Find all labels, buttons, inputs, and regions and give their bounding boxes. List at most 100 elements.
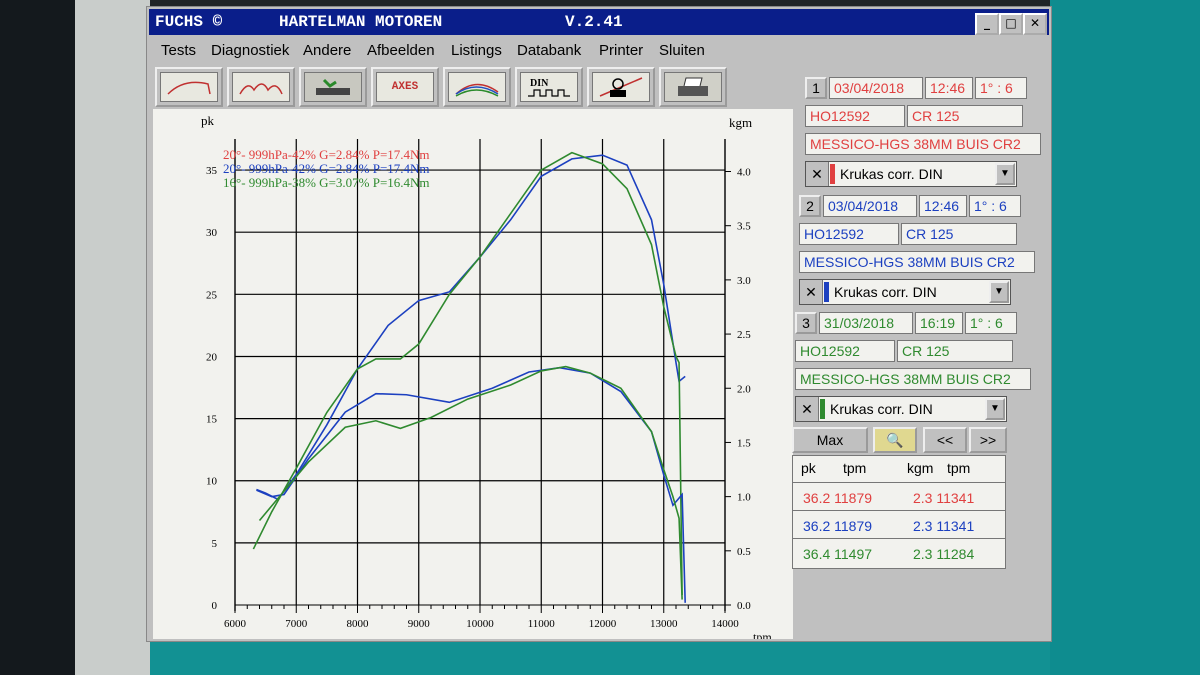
axes-button[interactable]: AXES — [371, 67, 439, 107]
run-model: CR 125 — [901, 223, 1017, 245]
correction-select[interactable]: ✕ Krukas corr. DIN ▼ — [795, 396, 1007, 422]
menu-diagnostiek[interactable]: Diagnostiek — [211, 42, 290, 59]
maximize-button[interactable]: □ — [999, 13, 1023, 35]
x-tick-label: 7000 — [285, 618, 308, 630]
din-button[interactable]: DIN — [515, 67, 583, 107]
magnifier-icon: 🔍 — [886, 432, 904, 448]
run-time: 12:46 — [925, 77, 973, 99]
row-divider — [793, 538, 1005, 539]
x-tick-label: 14000 — [711, 618, 739, 630]
chevron-down-icon[interactable]: ▼ — [985, 398, 1005, 420]
run-number-button[interactable]: 1 — [805, 77, 827, 99]
y-tick-label: 5 — [212, 538, 218, 550]
y-tick-label: 10 — [206, 476, 218, 488]
remove-run-icon[interactable]: ✕ — [796, 397, 819, 421]
previous-button[interactable]: << — [923, 427, 967, 453]
menu-printer[interactable]: Printer — [599, 42, 644, 59]
menu-listings[interactable]: Listings — [451, 42, 502, 59]
minimize-button[interactable]: _ — [975, 13, 999, 35]
correction-select[interactable]: ✕ Krukas corr. DIN ▼ — [799, 279, 1011, 305]
menu-andere[interactable]: Andere — [303, 42, 352, 59]
run-ratio: 1° : 6 — [969, 195, 1021, 217]
results-header-kgm: kgm — [907, 460, 934, 476]
monitor-bezel — [0, 0, 80, 675]
dyno-chart-area: 6000 7000 8000 9000 10000 11000 12000 13000 1400… — [153, 109, 793, 644]
operator-button[interactable] — [587, 67, 655, 107]
chart-ticks: 6000 7000 8000 9000 10000 11000 12000 13000 1400… — [206, 165, 751, 630]
remove-run-icon[interactable]: ✕ — [806, 162, 829, 186]
run-id: HO12592 — [799, 223, 899, 245]
run-number-button[interactable]: 3 — [795, 312, 817, 334]
run-color-swatch — [820, 399, 825, 419]
run-description: MESSICO-HGS 38MM BUIS CR2 — [795, 368, 1031, 390]
y2-axis-label: kgm — [729, 115, 752, 130]
monitor-frame — [75, 0, 150, 675]
axes-label: AXES — [376, 72, 434, 102]
app-window: FUCHS © HARTELMAN MOTOREN V.2.41 _ □ ✕ T… — [146, 6, 1052, 644]
menu-databank[interactable]: Databank — [517, 42, 582, 59]
correction-select[interactable]: ✕ Krukas corr. DIN ▼ — [805, 161, 1017, 187]
y-tick-label: 25 — [206, 289, 218, 301]
legend-entry-3: 16°- 999hPa-38% G=3.07% P=16.4Nm — [223, 175, 430, 190]
max-button[interactable]: Max — [792, 427, 868, 453]
next-button[interactable]: >> — [969, 427, 1007, 453]
x-tick-label: 9000 — [408, 618, 431, 630]
run-description: MESSICO-HGS 38MM BUIS CR2 — [799, 251, 1035, 273]
y2-tick-label: 3.0 — [737, 275, 751, 287]
series-line-kgm — [256, 366, 686, 603]
x-tick-label: 10000 — [466, 618, 494, 630]
series-line-kgm — [258, 365, 683, 600]
menu-afbeelden[interactable]: Afbeelden — [367, 42, 435, 59]
chevron-down-icon[interactable]: ▼ — [995, 163, 1015, 185]
multi-curve-icon — [232, 72, 290, 102]
run-number-button[interactable]: 2 — [799, 195, 821, 217]
x-tick-label: 11000 — [528, 618, 556, 630]
run-date: 31/03/2018 — [819, 312, 913, 334]
x-tick-label: 12000 — [589, 618, 617, 630]
power-curve-button[interactable] — [155, 67, 223, 107]
run-ratio: 1° : 6 — [975, 77, 1027, 99]
y2-tick-label: 1.5 — [737, 437, 751, 449]
operator-icon — [592, 72, 650, 102]
print-button[interactable] — [659, 67, 727, 107]
window-title: HARTELMAN MOTOREN — [279, 13, 443, 31]
run-time: 12:46 — [919, 195, 967, 217]
y-tick-label: 20 — [206, 351, 218, 363]
y-tick-label: 35 — [206, 165, 218, 177]
y-axis-label: pk — [201, 113, 215, 128]
run-date: 03/04/2018 — [829, 77, 923, 99]
printer-icon — [664, 72, 722, 102]
close-button[interactable]: ✕ — [1023, 13, 1047, 35]
run-color-swatch — [824, 282, 829, 302]
multi-curve-button[interactable] — [227, 67, 295, 107]
y2-tick-label: 2.5 — [737, 329, 751, 341]
y2-tick-label: 1.0 — [737, 492, 751, 504]
menu-tests[interactable]: Tests — [161, 42, 197, 59]
y-tick-label: 15 — [206, 414, 218, 426]
zoom-button[interactable]: 🔍 — [873, 427, 917, 453]
power-curve-icon — [160, 72, 218, 102]
x-axis-label: tpm — [753, 630, 772, 639]
y-tick-label: 0 — [212, 600, 218, 612]
engine-icon — [304, 72, 362, 102]
run-model: CR 125 — [897, 340, 1013, 362]
chevron-down-icon[interactable]: ▼ — [989, 281, 1009, 303]
results-table: pk tpm kgm tpm 36.2 11879 2.3 11341 36.2 1… — [792, 455, 1006, 569]
series-line-pk — [252, 151, 683, 596]
desktop-background-bottom — [150, 640, 1050, 675]
legend-entry-1: 20°- 999hPa-42% G=2.84% P=17.4Nm — [223, 147, 430, 162]
y2-tick-label: 0.0 — [737, 600, 751, 612]
y2-tick-label: 0.5 — [737, 546, 751, 558]
run-time: 16:19 — [915, 312, 963, 334]
engine-button[interactable] — [299, 67, 367, 107]
dyno-chart[interactable]: 6000 7000 8000 9000 10000 11000 12000 13000 1400… — [153, 109, 793, 644]
svg-text:DIN: DIN — [530, 78, 549, 89]
results-pk: 36.4 11497 — [803, 546, 873, 562]
menu-sluiten[interactable]: Sluiten — [659, 42, 705, 59]
remove-run-icon[interactable]: ✕ — [800, 280, 823, 304]
results-pk: 36.2 11879 — [803, 490, 873, 506]
series-line-pk — [256, 154, 686, 501]
color-curves-button[interactable] — [443, 67, 511, 107]
run-color-swatch — [830, 164, 835, 184]
run-description: MESSICO-HGS 38MM BUIS CR2 — [805, 133, 1041, 155]
